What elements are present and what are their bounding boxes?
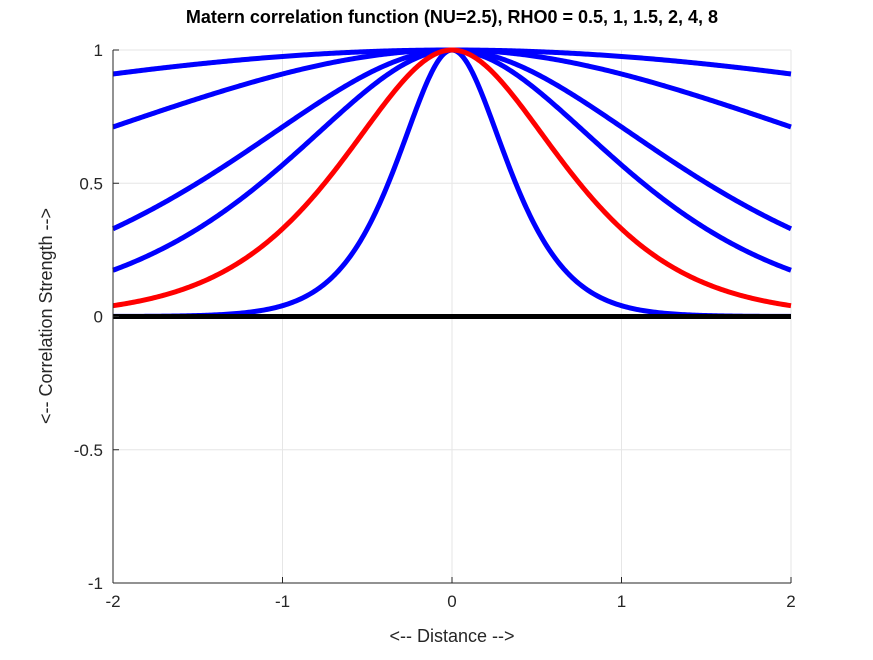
x-tick-label: -2 bbox=[105, 592, 120, 611]
x-tick-label: 0 bbox=[447, 592, 456, 611]
x-tick-label: 2 bbox=[786, 592, 795, 611]
series-line-rho-1 bbox=[112, 47, 792, 309]
x-axis-label: <-- Distance --> bbox=[389, 626, 514, 646]
x-tick-label: 1 bbox=[617, 592, 626, 611]
ticks: -2 -1 0 1 210.50-0.5-1 bbox=[74, 41, 796, 611]
chart-title: Matern correlation function (NU=2.5), RH… bbox=[186, 7, 718, 27]
y-tick-label: 1 bbox=[94, 41, 103, 60]
y-tick-label: 0 bbox=[94, 308, 103, 327]
y-tick-label: 0.5 bbox=[79, 174, 103, 193]
y-axis-label: <-- Correlation Strength --> bbox=[36, 208, 56, 424]
series-group bbox=[111, 47, 793, 319]
x-tick-label: -1 bbox=[275, 592, 290, 611]
y-tick-label: -0.5 bbox=[74, 441, 103, 460]
y-tick-label: -1 bbox=[88, 574, 103, 593]
